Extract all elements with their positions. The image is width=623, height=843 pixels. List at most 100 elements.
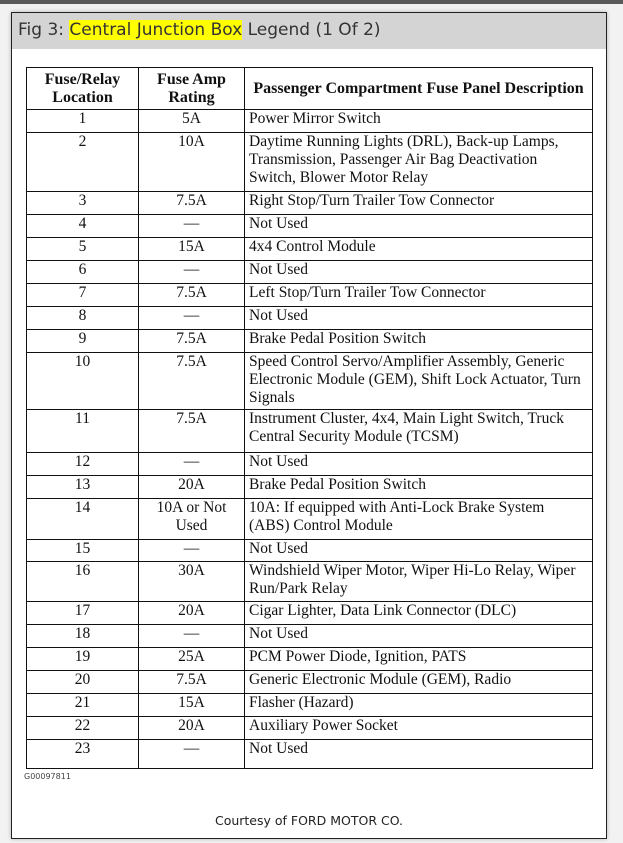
table-row: 1 5A Power Mirror Switch bbox=[26, 109, 593, 133]
table-row: 11 7.5A Instrument Cluster, 4x4, Main Ligh… bbox=[26, 409, 593, 453]
table-row: 5 15A 4x4 Control Module bbox=[26, 237, 593, 261]
table-row: 8— Not Used bbox=[26, 306, 593, 330]
cell-description: 10A: If equipped with Anti-Lock Brake Sy… bbox=[244, 498, 593, 540]
fuse-table: Fuse/Relay Location Fuse Amp Rating Pass… bbox=[26, 67, 593, 769]
cell-location: 1 bbox=[26, 109, 139, 133]
cell-amp-rating: 7.5A bbox=[138, 409, 245, 453]
title-highlight: Central Junction Box bbox=[69, 20, 243, 40]
cell-location: 13 bbox=[26, 475, 139, 499]
cell-amp-rating: 15A bbox=[138, 237, 245, 261]
cell-location: 17 bbox=[26, 601, 139, 625]
table-row: 15— Not Used bbox=[26, 539, 593, 562]
cell-description: Not Used bbox=[244, 452, 593, 476]
cell-location: 21 bbox=[26, 693, 139, 717]
cell-description: Brake Pedal Position Switch bbox=[244, 329, 593, 353]
cell-amp-rating: 7.5A bbox=[138, 670, 245, 694]
table-row: 23— Not Used bbox=[26, 739, 593, 769]
cell-description: Auxiliary Power Socket bbox=[244, 716, 593, 740]
table-row: 2 10A Daytime Running Lights (DRL), Back-u… bbox=[26, 132, 593, 192]
cell-amp-rating: — bbox=[138, 452, 245, 476]
table-row: 21 15A Flasher (Hazard) bbox=[26, 693, 593, 717]
header-amp: Fuse Amp Rating bbox=[138, 67, 245, 110]
cell-location: 14 bbox=[26, 498, 139, 540]
cell-description: Not Used bbox=[244, 260, 593, 284]
cell-location: 22 bbox=[26, 716, 139, 740]
cell-location: 12 bbox=[26, 452, 139, 476]
cell-description: Not Used bbox=[244, 214, 593, 238]
cell-amp-rating: 7.5A bbox=[138, 283, 245, 307]
table-row: 22 20A Auxiliary Power Socket bbox=[26, 716, 593, 740]
cell-description: Windshield Wiper Motor, Wiper Hi-Lo Rela… bbox=[244, 561, 593, 602]
table-row: 19 25A PCM Power Diode, Ignition, PATS bbox=[26, 647, 593, 671]
table-row: 10 7.5A Speed Control Servo/Amplifier Asse… bbox=[26, 352, 593, 410]
table-row: 12— Not Used bbox=[26, 452, 593, 476]
cell-location: 4 bbox=[26, 214, 139, 238]
courtesy-caption: Courtesy of FORD MOTOR CO. bbox=[214, 813, 404, 828]
table-row: 13 20A Brake Pedal Position Switch bbox=[26, 475, 593, 499]
table-row: 7 7.5A Left Stop/Turn Trailer Tow Connecto… bbox=[26, 283, 593, 307]
cell-amp-rating: 10A or Not Used bbox=[138, 498, 245, 540]
cell-description: Daytime Running Lights (DRL), Back-up La… bbox=[244, 132, 593, 192]
table-row: 14 10A or Not Used 10A: If equipped with A… bbox=[26, 498, 593, 540]
cell-amp-rating: 10A bbox=[138, 132, 245, 192]
cell-location: 7 bbox=[26, 283, 139, 307]
cell-description: Instrument Cluster, 4x4, Main Light Swit… bbox=[244, 409, 593, 453]
table-row: 6— Not Used bbox=[26, 260, 593, 284]
header-description: Passenger Compartment Fuse Panel Descrip… bbox=[244, 67, 593, 110]
cell-amp-rating: — bbox=[138, 306, 245, 330]
header-location: Fuse/Relay Location bbox=[26, 67, 139, 110]
cell-amp-rating: 5A bbox=[138, 109, 245, 133]
table-row: 18— Not Used bbox=[26, 624, 593, 648]
figure-title: Fig 3: Central Junction Box Legend (1 Of… bbox=[18, 20, 381, 40]
cell-location: 5 bbox=[26, 237, 139, 261]
cell-description: Cigar Lighter, Data Link Connector (DLC) bbox=[244, 601, 593, 625]
cell-amp-rating: 15A bbox=[138, 693, 245, 717]
cell-amp-rating: — bbox=[138, 739, 245, 769]
cell-description: Flasher (Hazard) bbox=[244, 693, 593, 717]
title-prefix: Fig 3: bbox=[18, 20, 70, 40]
cell-amp-rating: 25A bbox=[138, 647, 245, 671]
cell-amp-rating: 7.5A bbox=[138, 329, 245, 353]
cell-description: Right Stop/Turn Trailer Tow Connector bbox=[244, 191, 593, 215]
cell-location: 2 bbox=[26, 132, 139, 192]
cell-amp-rating: — bbox=[138, 214, 245, 238]
cell-description: Left Stop/Turn Trailer Tow Connector bbox=[244, 283, 593, 307]
cell-amp-rating: — bbox=[138, 539, 245, 562]
cell-location: 18 bbox=[26, 624, 139, 648]
cell-location: 20 bbox=[26, 670, 139, 694]
table-row: 20 7.5A Generic Electronic Module (GEM), R… bbox=[26, 670, 593, 694]
cell-amp-rating: 7.5A bbox=[138, 352, 245, 410]
cell-amp-rating: — bbox=[138, 260, 245, 284]
cell-description: Brake Pedal Position Switch bbox=[244, 475, 593, 499]
title-suffix: Legend (1 Of 2) bbox=[242, 20, 381, 40]
cell-description: Not Used bbox=[244, 739, 593, 769]
cell-amp-rating: 7.5A bbox=[138, 191, 245, 215]
table-row: 17 20A Cigar Lighter, Data Link Connector … bbox=[26, 601, 593, 625]
graphic-code: G00097811 bbox=[24, 772, 71, 781]
cell-amp-rating: 20A bbox=[138, 716, 245, 740]
cell-description: 4x4 Control Module bbox=[244, 237, 593, 261]
figure-title-bar: Fig 3: Central Junction Box Legend (1 Of… bbox=[12, 13, 606, 49]
cell-location: 6 bbox=[26, 260, 139, 284]
cell-location: 9 bbox=[26, 329, 139, 353]
cell-amp-rating: 20A bbox=[138, 475, 245, 499]
cell-location: 3 bbox=[26, 191, 139, 215]
cell-location: 23 bbox=[26, 739, 139, 769]
cell-location: 19 bbox=[26, 647, 139, 671]
cell-location: 15 bbox=[26, 539, 139, 562]
figure-frame: Fig 3: Central Junction Box Legend (1 Of… bbox=[11, 12, 607, 839]
table-row: 16 30A Windshield Wiper Motor, Wiper Hi-Lo… bbox=[26, 561, 593, 602]
cell-location: 8 bbox=[26, 306, 139, 330]
cell-location: 11 bbox=[26, 409, 139, 453]
cell-description: Not Used bbox=[244, 539, 593, 562]
cell-description: Power Mirror Switch bbox=[244, 109, 593, 133]
cell-amp-rating: 30A bbox=[138, 561, 245, 602]
cell-amp-rating: — bbox=[138, 624, 245, 648]
table-row: 3 7.5A Right Stop/Turn Trailer Tow Connect… bbox=[26, 191, 593, 215]
cell-location: 16 bbox=[26, 561, 139, 602]
header-row: Fuse/Relay Location Fuse Amp Rating Pass… bbox=[26, 67, 593, 110]
table-row: 9 7.5A Brake Pedal Position Switch bbox=[26, 329, 593, 353]
cell-amp-rating: 20A bbox=[138, 601, 245, 625]
table-row: 4— Not Used bbox=[26, 214, 593, 238]
cell-description: Generic Electronic Module (GEM), Radio bbox=[244, 670, 593, 694]
